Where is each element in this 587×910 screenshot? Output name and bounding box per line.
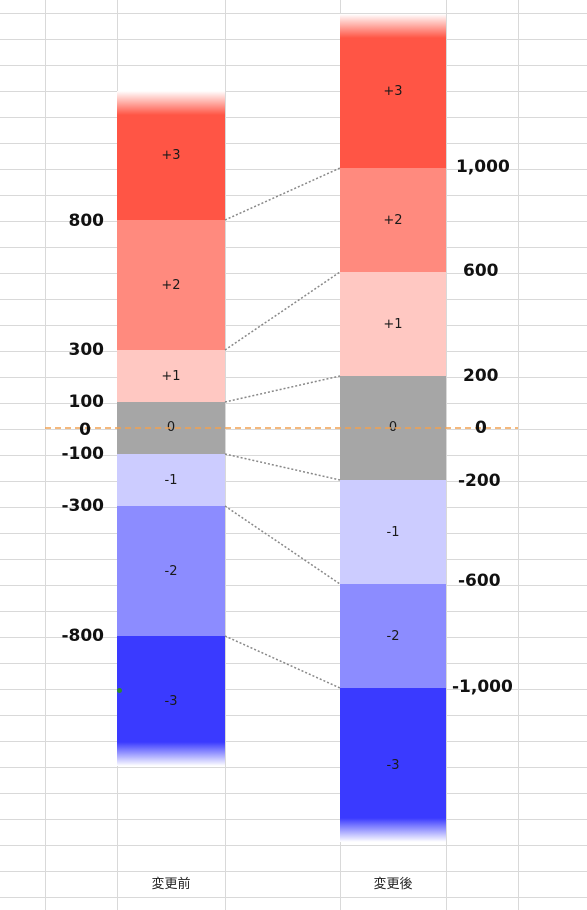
fade-gradient	[117, 742, 225, 766]
after-segment: +1	[340, 272, 446, 376]
before-tick-label: 300	[68, 340, 105, 360]
after-segment-label: +1	[383, 316, 403, 332]
after-tick-label: -200	[458, 471, 501, 491]
after-tick-label: 1,000	[456, 157, 510, 177]
before-segment: +1	[117, 350, 225, 402]
before-tick-label: 0	[79, 420, 91, 440]
before-segment-label: -2	[164, 563, 178, 579]
before-tick-label: 100	[68, 392, 105, 412]
before-segment-label: -3	[164, 693, 178, 709]
after-tick-label: 200	[463, 366, 499, 386]
before-segment: 0	[117, 402, 225, 454]
after-segment: -2	[340, 584, 446, 688]
fade-gradient	[117, 91, 225, 115]
before-segment-label: +2	[161, 277, 181, 293]
fade-gradient	[340, 818, 446, 842]
after-segment: 0	[340, 376, 446, 480]
after-tick-label: 600	[463, 261, 499, 281]
before-segment: -1	[117, 454, 225, 506]
after-segment: -3	[340, 688, 446, 842]
before-segment-label: -1	[164, 472, 178, 488]
after-segment-label: -2	[386, 628, 400, 644]
after-segment-label: -3	[386, 757, 400, 773]
after-segment: -1	[340, 480, 446, 584]
after-column-label: 変更後	[373, 877, 413, 892]
before-segment: -2	[117, 506, 225, 636]
after-segment-label: 0	[388, 419, 398, 435]
after-segment-label: -1	[386, 524, 400, 540]
after-segment-label: +2	[383, 212, 403, 228]
after-tick-label: 0	[475, 418, 487, 438]
after-tick-label: -600	[458, 571, 501, 591]
before-column-label: 変更前	[151, 877, 191, 892]
before-segment: -3	[117, 636, 225, 766]
before-segment-label: 0	[166, 419, 176, 435]
fade-gradient	[340, 14, 446, 38]
before-tick-label: -300	[61, 496, 104, 516]
before-tick-label: -800	[61, 626, 104, 646]
before-segment-label: +3	[161, 148, 181, 163]
before-segment-label: +1	[161, 368, 181, 384]
after-segment: +2	[340, 168, 446, 272]
selection-marker	[117, 688, 122, 693]
before-tick-label: -100	[61, 444, 104, 464]
before-segment: +3	[117, 91, 225, 220]
before-tick-label: 800	[68, 211, 105, 231]
after-tick-label: -1,000	[452, 677, 513, 697]
before-segment: +2	[117, 220, 225, 350]
after-segment: +3	[340, 14, 446, 168]
after-segment-label: +3	[383, 83, 403, 99]
